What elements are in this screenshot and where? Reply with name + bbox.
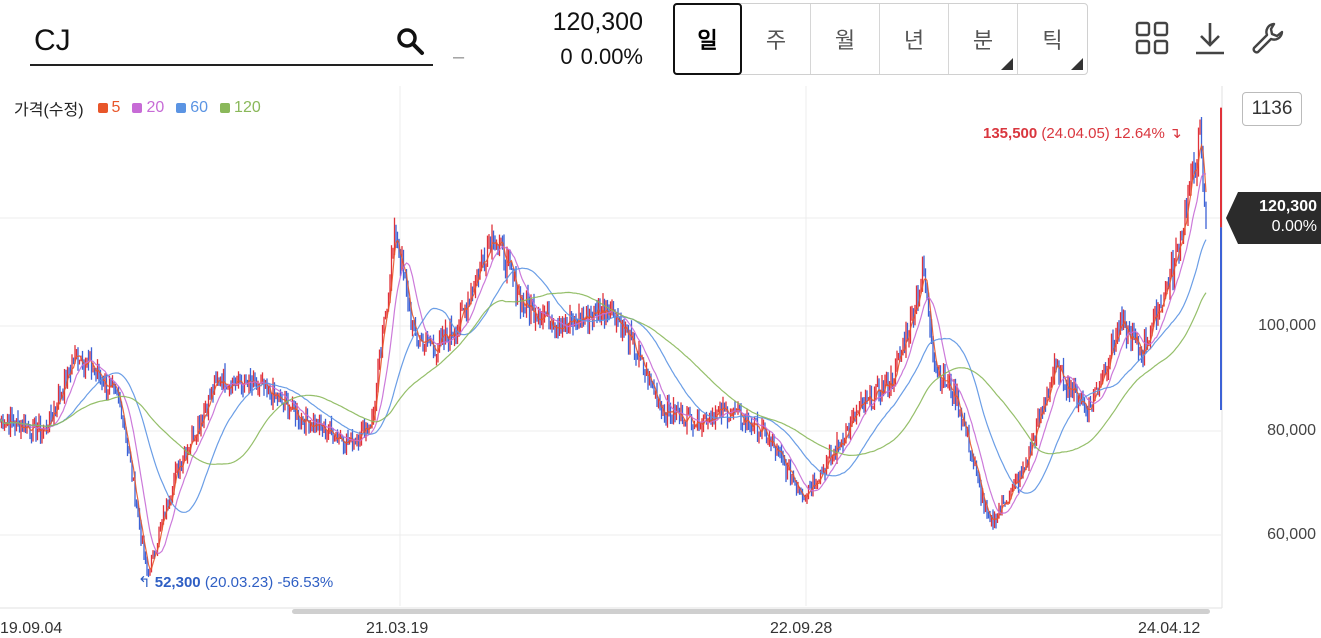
x-tick-label: 19.09.04 <box>0 620 63 637</box>
legend-title: 가격(수정) <box>14 102 84 119</box>
legend-item-ma20: 20 <box>132 99 164 117</box>
chart-scrollbar[interactable] <box>292 609 1210 614</box>
chart-canvas <box>0 86 1223 609</box>
period-tick-button[interactable]: 틱 <box>1018 4 1087 74</box>
arrow-down-icon: ↴ <box>1169 125 1182 142</box>
high-date: (24.04.05) <box>1041 125 1110 142</box>
y-tick-label: 60,000 <box>1267 526 1316 543</box>
last-price-tag: 120,300 0.00% <box>1226 192 1321 244</box>
x-tick-label: 22.09.28 <box>770 620 833 637</box>
y-tick-label: 100,000 <box>1258 317 1316 334</box>
symbol-search-box[interactable]: CJ <box>30 18 433 66</box>
period-label: 분 <box>972 29 994 54</box>
ma60-line <box>0 239 1207 513</box>
legend-item-ma5: 5 <box>97 99 121 117</box>
high-pct: 12.64% <box>1113 125 1165 142</box>
legend-label: 20 <box>146 99 165 116</box>
legend-item-ma120: 120 <box>220 99 261 117</box>
last-price: 120,300 <box>1259 198 1317 215</box>
low-pct: -56.53% <box>277 574 334 591</box>
legend-label: 120 <box>234 99 261 116</box>
legend-swatch <box>132 103 143 113</box>
symbol-name: CJ <box>34 24 71 57</box>
chart-header: CJ – 120,300 0 0.00% 일 주 월 년 분 틱 <box>0 0 1321 86</box>
high-annotation: 135,500 (24.04.05) 12.64% ↴ <box>983 124 1182 142</box>
arrow-up-icon: ↰ <box>138 574 151 591</box>
period-label: 틱 <box>1042 29 1063 54</box>
last-price-pct: 0.00% <box>1271 218 1317 235</box>
period-label: 일 <box>697 29 718 54</box>
period-day-button[interactable]: 일 <box>673 3 742 75</box>
period-year-button[interactable]: 년 <box>880 4 949 74</box>
ma5-line <box>0 143 1207 570</box>
y-tick-label: 80,000 <box>1267 422 1316 439</box>
period-month-button[interactable]: 월 <box>811 4 880 74</box>
x-tick-label: 21.03.19 <box>366 620 429 637</box>
period-selector: 일 주 월 년 분 틱 <box>673 3 1088 75</box>
grid-layout-icon[interactable] <box>1134 20 1170 56</box>
chart-legend: 가격(수정) 5 20 60 120 <box>14 96 273 120</box>
wrench-icon[interactable] <box>1250 20 1286 56</box>
download-icon[interactable] <box>1192 20 1228 56</box>
price-change: 0 0.00% <box>500 44 643 70</box>
price-chart[interactable]: 가격(수정) 5 20 60 120 1136 100,000 80,000 6… <box>0 86 1321 638</box>
period-minute-button[interactable]: 분 <box>949 4 1018 74</box>
ma20-line <box>0 173 1207 555</box>
period-label: 월 <box>834 29 856 54</box>
period-label: 년 <box>903 29 925 54</box>
candle-count-button[interactable]: 1136 <box>1242 92 1302 126</box>
legend-swatch <box>176 103 187 113</box>
period-label: 주 <box>765 29 787 54</box>
dropdown-corner-icon <box>1001 58 1013 70</box>
period-week-button[interactable]: 주 <box>742 4 811 74</box>
change-value: 0 <box>560 44 573 69</box>
high-value: 135,500 <box>983 125 1038 142</box>
legend-item-ma60: 60 <box>176 99 208 117</box>
low-value: 52,300 <box>154 574 201 591</box>
legend-swatch <box>220 103 231 113</box>
dropdown-corner-icon <box>1071 58 1083 70</box>
x-tick-label: 24.04.12 <box>1138 620 1201 637</box>
change-percent: 0.00% <box>580 44 643 69</box>
low-annotation: ↰ 52,300 (20.03.23) -56.53% <box>138 573 333 591</box>
last-price-tag-bg <box>1226 192 1321 244</box>
low-date: (20.03.23) <box>204 574 274 591</box>
ma120-line <box>0 291 1207 465</box>
search-icon[interactable] <box>395 26 425 56</box>
current-price: 120,300 <box>552 8 643 36</box>
candles <box>0 116 1207 578</box>
price-direction-marker: – <box>453 46 465 68</box>
legend-swatch <box>97 103 108 113</box>
legend-label: 60 <box>190 99 209 116</box>
legend-label: 5 <box>111 99 121 116</box>
